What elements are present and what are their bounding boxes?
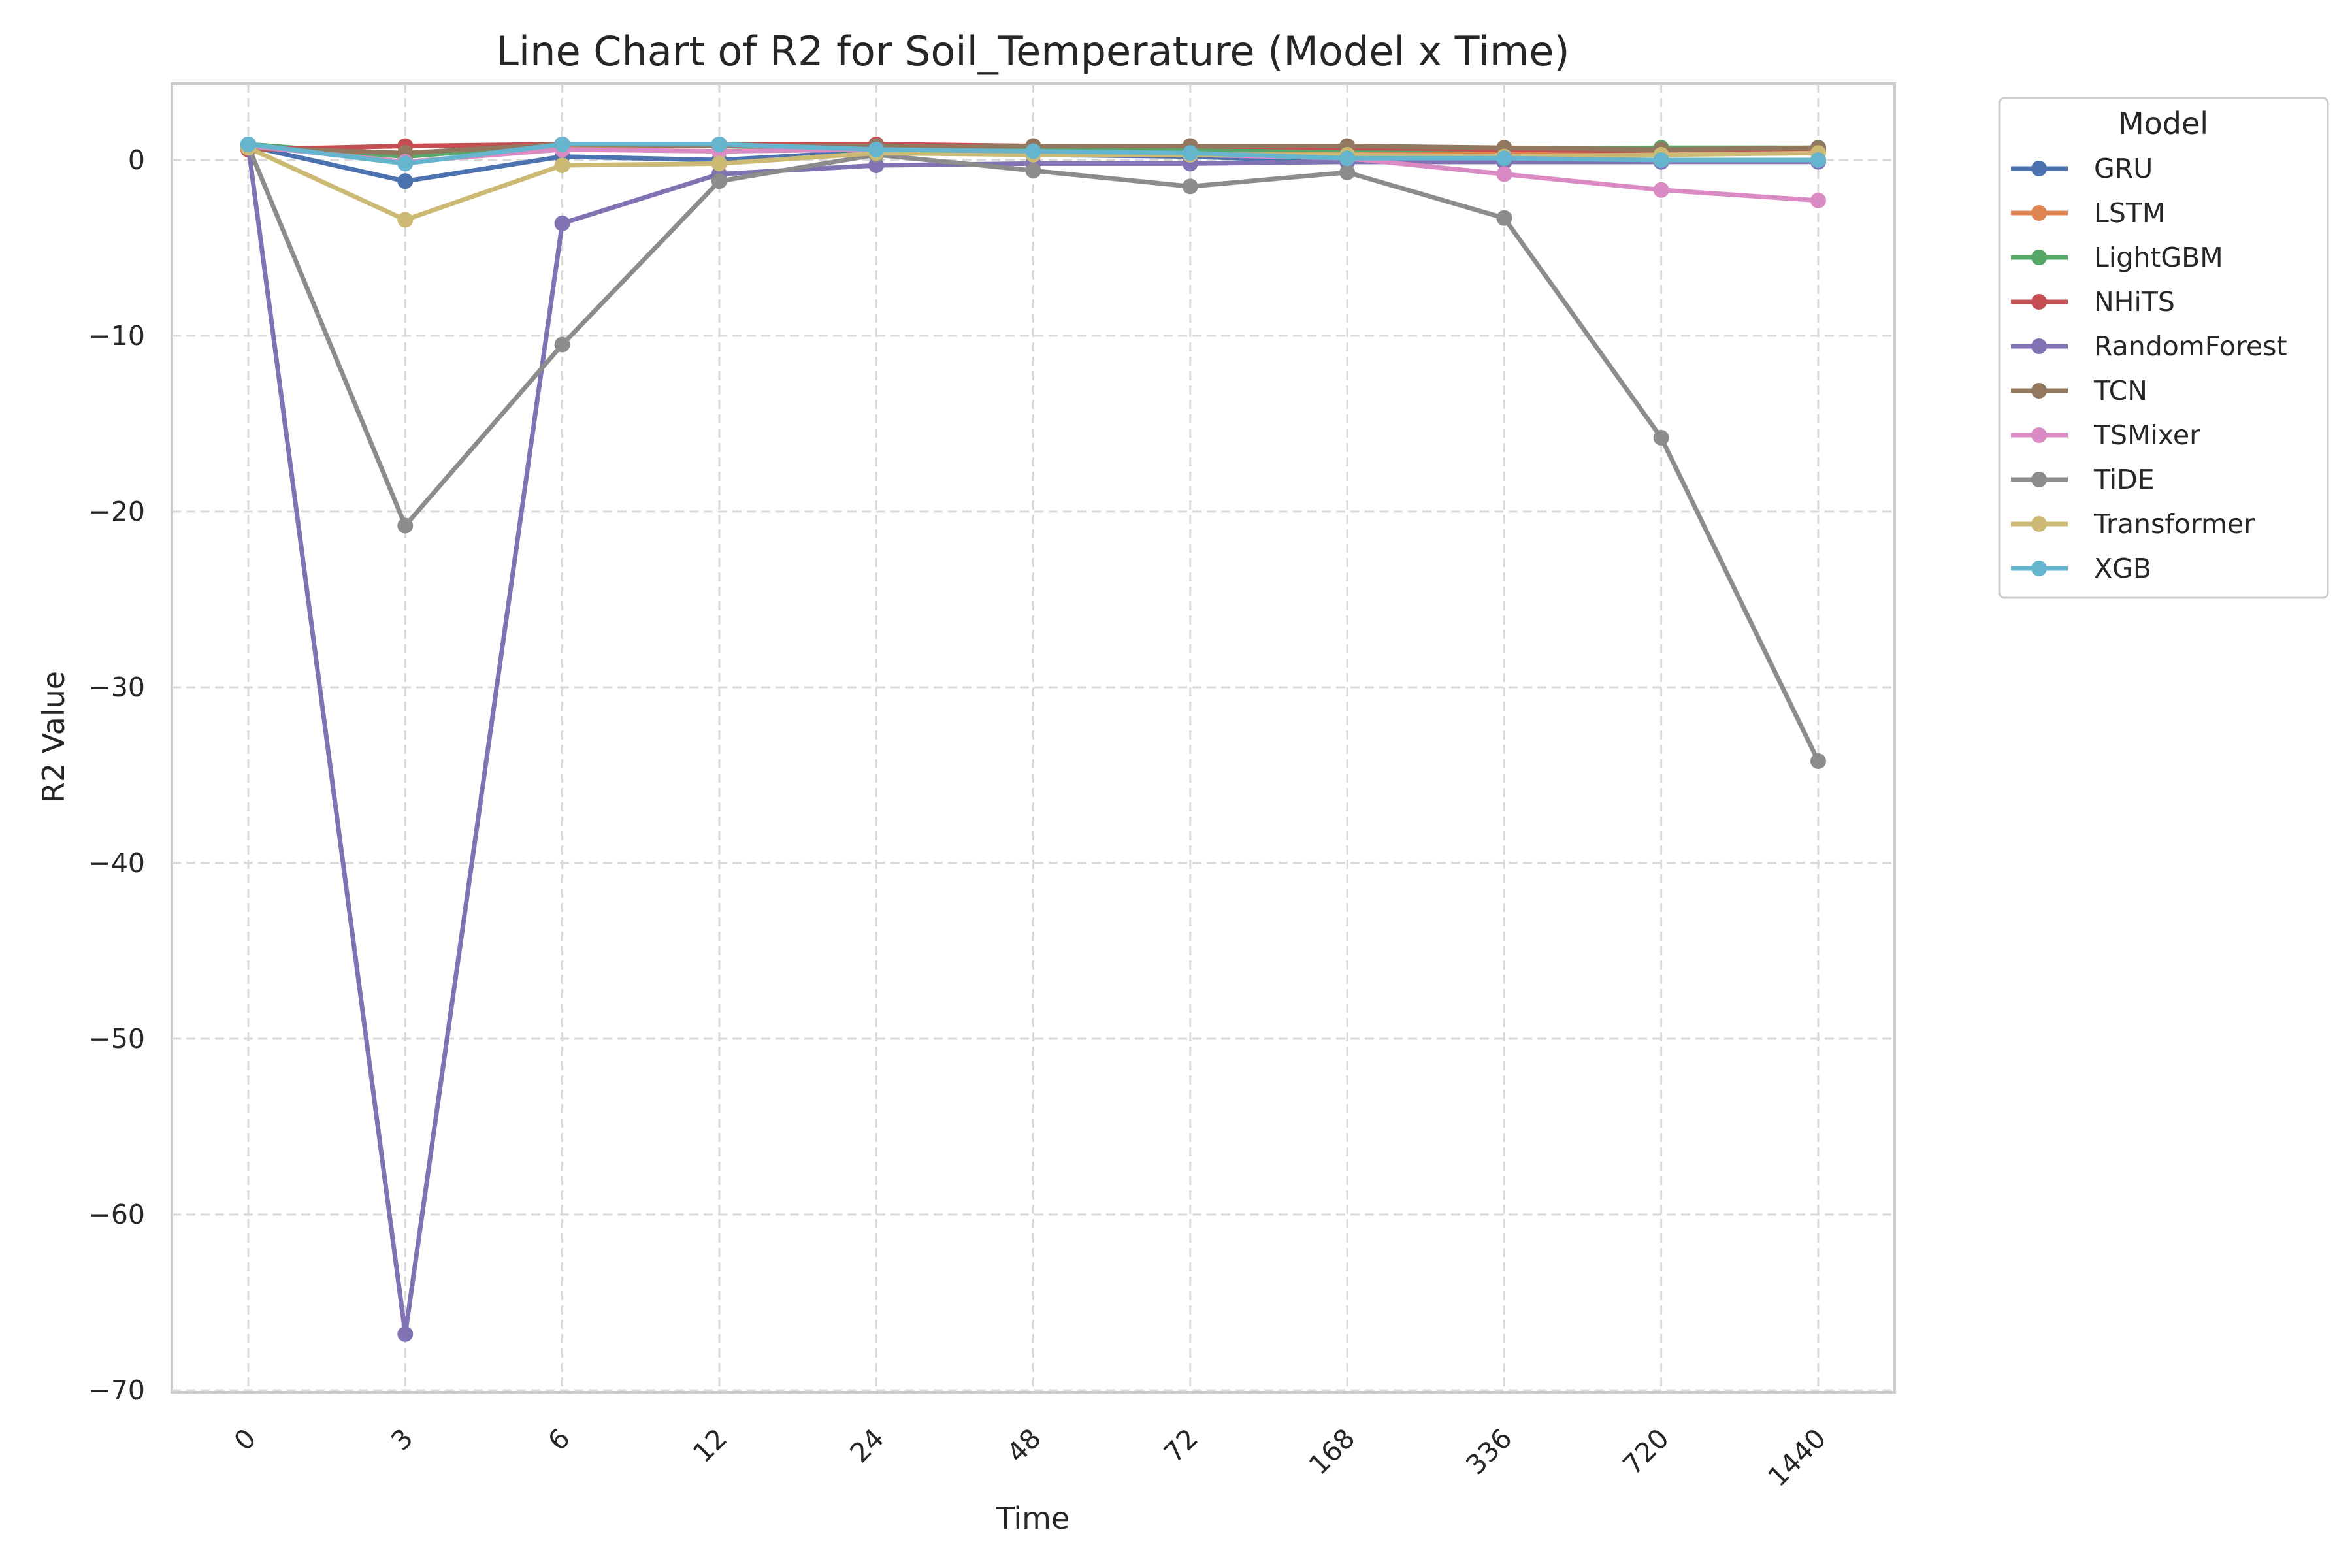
legend-label: GRU [2094, 153, 2153, 184]
data-point-tide [1653, 430, 1669, 446]
data-point-tide [1810, 753, 1826, 769]
series-xgb [240, 136, 1826, 172]
data-point-gru [397, 173, 414, 189]
legend-label: Transformer [2093, 508, 2255, 540]
data-point-tsmixer [1496, 166, 1512, 182]
data-point-tide [1025, 163, 1041, 179]
legend-label: TiDE [2093, 464, 2155, 495]
y-tick-label: 0 [128, 144, 145, 176]
legend-items: GRU LSTM LightGBM NHiTS RandomForest TCN TSMix… [2011, 153, 2287, 584]
legend-swatch-marker [2031, 383, 2047, 399]
legend-label: LightGBM [2094, 242, 2223, 273]
data-point-xgb [1653, 152, 1669, 168]
legend-item-gru: GRU [2011, 153, 2153, 184]
y-tick-label: −20 [88, 496, 145, 527]
legend-label: XGB [2094, 553, 2151, 584]
data-point-xgb [1810, 152, 1826, 168]
data-point-randomforest [554, 215, 570, 231]
data-point-xgb [868, 141, 885, 157]
legend-item-transformer: Transformer [2011, 508, 2255, 540]
data-point-xgb [1496, 150, 1512, 167]
legend-swatch-marker [2031, 472, 2047, 487]
legend-swatch-marker [2031, 427, 2047, 443]
data-point-xgb [1339, 150, 1356, 167]
data-point-xgb [397, 155, 414, 172]
legend-swatch-marker [2031, 516, 2047, 532]
data-point-tsmixer [1653, 182, 1669, 198]
legend-item-tide: TiDE [2011, 464, 2155, 495]
data-point-tide [554, 336, 570, 353]
x-tick-label: 72 [1158, 1422, 1204, 1469]
y-tick-label: −40 [88, 847, 145, 879]
x-axis-ticks: 0 3 6 12 24 48 72 168 336 720 1440 [228, 1422, 1832, 1493]
data-point-xgb [554, 136, 570, 152]
y-tick-label: −70 [88, 1375, 145, 1406]
x-tick-label: 24 [844, 1422, 890, 1469]
legend-swatch-marker [2031, 561, 2047, 576]
legend-item-lightgbm: LightGBM [2011, 242, 2223, 273]
data-point-tide [711, 173, 727, 189]
data-point-xgb [240, 136, 256, 152]
legend-label: TSMixer [2093, 419, 2200, 451]
x-tick-label: 12 [687, 1422, 733, 1469]
data-point-transformer [554, 157, 570, 174]
x-tick-label: 48 [1001, 1422, 1047, 1469]
legend-item-xgb: XGB [2011, 553, 2151, 584]
data-point-tide [1496, 210, 1512, 226]
x-tick-label: 0 [228, 1422, 262, 1456]
legend-swatch-marker [2031, 294, 2047, 310]
legend: Model GRU LSTM LightGBM NHiTS RandomForest TC… [1998, 97, 2329, 599]
legend-label: LSTM [2094, 197, 2165, 229]
x-tick-label: 168 [1303, 1422, 1361, 1480]
data-point-transformer [711, 155, 727, 172]
data-point-xgb [1182, 145, 1198, 161]
legend-title: Model [2118, 106, 2208, 141]
legend-swatch-marker [2031, 250, 2047, 265]
legend-label: TCN [2093, 375, 2148, 406]
x-tick-label: 6 [542, 1422, 576, 1456]
y-tick-label: −30 [88, 672, 145, 703]
data-point-tide [1339, 164, 1356, 180]
x-tick-label: 720 [1617, 1422, 1675, 1480]
series-group [240, 136, 1826, 1342]
chart-title: Line Chart of R2 for Soil_Temperature (M… [496, 27, 1569, 75]
x-tick-label: 336 [1460, 1422, 1518, 1480]
legend-label: NHiTS [2094, 286, 2175, 318]
data-point-randomforest [397, 1326, 414, 1342]
x-axis-title: Time [996, 1501, 1070, 1536]
legend-label: RandomForest [2094, 331, 2287, 362]
data-point-xgb [711, 136, 727, 152]
legend-item-randomforest: RandomForest [2011, 331, 2287, 362]
legend-swatch-marker [2031, 338, 2047, 354]
x-tick-label: 1440 [1761, 1422, 1832, 1493]
y-tick-label: −60 [88, 1199, 145, 1230]
legend-item-nhits: NHiTS [2011, 286, 2175, 318]
data-point-transformer [397, 212, 414, 228]
legend-swatch-marker [2031, 205, 2047, 221]
x-tick-label: 3 [385, 1422, 419, 1456]
y-axis-title: R2 Value [36, 671, 71, 803]
grid [172, 84, 1895, 1392]
legend-item-tsmixer: TSMixer [2011, 419, 2200, 451]
y-tick-label: −10 [88, 320, 145, 351]
data-point-tide [1182, 178, 1198, 195]
legend-item-tcn: TCN [2011, 375, 2148, 406]
legend-swatch-marker [2031, 161, 2047, 176]
data-point-xgb [1025, 143, 1041, 159]
y-tick-label: −50 [88, 1023, 145, 1054]
legend-item-lstm: LSTM [2011, 197, 2165, 229]
y-axis-ticks: 0 −10 −20 −30 −40 −50 −60 −70 [88, 144, 145, 1406]
data-point-tide [397, 517, 414, 534]
data-point-tsmixer [1810, 192, 1826, 208]
legend-box [1998, 97, 2329, 599]
